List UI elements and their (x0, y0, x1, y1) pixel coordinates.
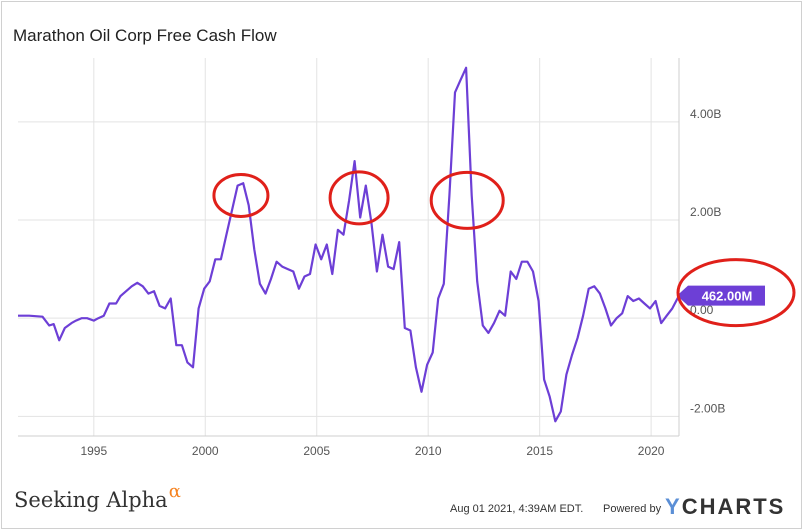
x-tick-label: 2000 (192, 444, 219, 458)
powered-by-text: Powered by (603, 503, 662, 515)
annotation-circle (328, 170, 390, 226)
timestamp-text: Aug 01 2021, 4:39AM EDT. (450, 503, 584, 515)
seeking-alpha-logo[interactable]: Seeking Alphaα (14, 481, 181, 512)
ycharts-logo[interactable]: YCHARTS (665, 494, 785, 520)
x-tick-label: 2015 (526, 444, 553, 458)
ycharts-rest: CHARTS (681, 494, 786, 519)
y-tick-label: -2.00B (690, 401, 725, 415)
y-tick-label: 0.00 (690, 303, 714, 317)
annotation-circle (212, 172, 270, 218)
annotation-circle (429, 170, 505, 230)
annotation-circle (676, 258, 796, 328)
x-tick-label: 2005 (303, 444, 330, 458)
y-tick-label: 2.00B (690, 205, 721, 219)
last-value-flag (677, 285, 765, 306)
chart-title: Marathon Oil Corp Free Cash Flow (13, 26, 277, 45)
y-tick-label: 4.00B (690, 107, 721, 121)
x-tick-label: 1995 (80, 444, 107, 458)
x-tick-label: 2010 (415, 444, 442, 458)
brand-name: Seeking Alpha (14, 488, 168, 512)
ycharts-y: Y (665, 494, 682, 519)
series-line (18, 66, 680, 423)
x-tick-label: 2020 (638, 444, 665, 458)
last-value-label: 462.00M (702, 289, 753, 304)
alpha-symbol: α (168, 481, 181, 502)
